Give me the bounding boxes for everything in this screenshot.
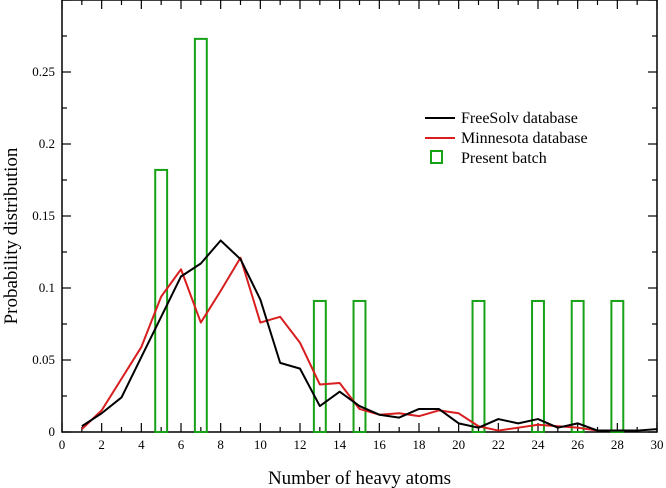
y-axis-title: Probability distribution xyxy=(1,147,22,324)
x-axis-title: Number of heavy atoms xyxy=(268,468,451,488)
x-tick-label: 26 xyxy=(571,437,585,452)
x-tick-label: 28 xyxy=(611,437,624,452)
freesolv-line xyxy=(81,239,658,432)
y-tick-label: 0.25 xyxy=(32,64,55,79)
legend-label-present-batch: Present batch xyxy=(461,150,547,167)
present-batch-bar xyxy=(570,299,585,433)
present-batch-bar xyxy=(610,299,625,433)
present-batch-bar xyxy=(193,37,208,433)
x-tick-label: 14 xyxy=(333,437,347,452)
y-tick-label: 0.05 xyxy=(32,352,55,367)
x-tick-label: 4 xyxy=(138,437,145,452)
present-batch-bar xyxy=(154,168,169,433)
x-tick-label: 12 xyxy=(294,437,307,452)
legend-label-minnesota: Minnesota database xyxy=(461,130,588,147)
present-batch-bar xyxy=(471,299,486,433)
y-tick-label: 0.15 xyxy=(32,208,55,223)
data-lines xyxy=(81,239,658,432)
present-batch-bar xyxy=(352,299,367,433)
x-tick-label: 8 xyxy=(217,437,224,452)
legend: FreeSolv database Minnesota database Pre… xyxy=(425,110,588,167)
y-tick-label: 0 xyxy=(49,424,56,439)
legend-swatch-present-batch xyxy=(430,150,443,164)
x-tick-label: 18 xyxy=(413,437,426,452)
present-batch-bar xyxy=(531,299,545,433)
x-tick-label: 30 xyxy=(651,437,664,452)
y-tick-label: 0.1 xyxy=(39,280,55,295)
x-tick-label: 2 xyxy=(98,437,105,452)
x-tick-label: 16 xyxy=(373,437,387,452)
axis-ticks xyxy=(61,0,658,433)
legend-label-freesolv: FreeSolv database xyxy=(461,110,578,127)
x-tick-label: 6 xyxy=(178,437,185,452)
present-batch-bar xyxy=(312,299,327,433)
x-tick-label: 0 xyxy=(59,437,66,452)
x-tick-label: 22 xyxy=(492,437,505,452)
y-tick-label: 0.2 xyxy=(39,136,55,151)
x-tick-label: 20 xyxy=(452,437,465,452)
x-tick-label: 10 xyxy=(254,437,267,452)
plot-frame xyxy=(61,0,658,433)
minnesota-line xyxy=(81,256,638,432)
tick-labels: 0 2 4 6 8 10 12 14 16 18 20 22 24 26 28 3000.050.10.150… xyxy=(32,64,663,452)
present-batch-bars xyxy=(154,37,625,433)
x-tick-label: 24 xyxy=(532,437,546,452)
